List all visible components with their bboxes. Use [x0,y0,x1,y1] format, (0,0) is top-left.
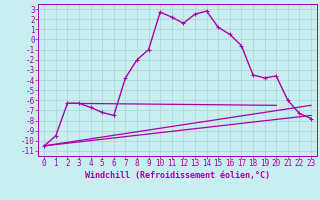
X-axis label: Windchill (Refroidissement éolien,°C): Windchill (Refroidissement éolien,°C) [85,171,270,180]
